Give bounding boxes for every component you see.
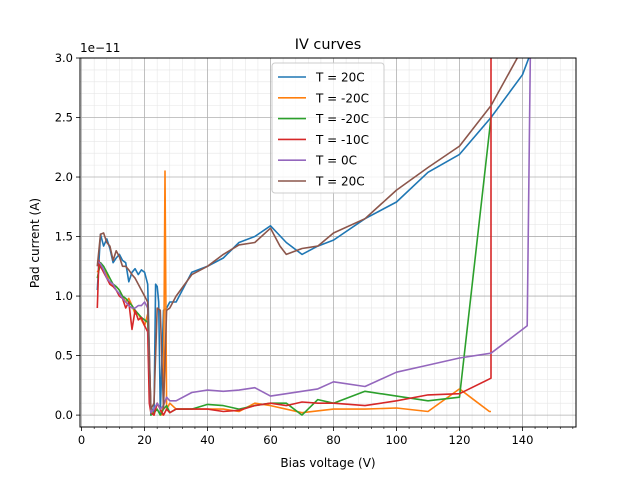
- series-line-t-20c-2: [96, 117, 492, 416]
- series-line-t20c-0: [96, 58, 530, 416]
- x-tick-label: 140: [511, 433, 533, 447]
- legend-entry-label: T = 20C: [315, 71, 365, 85]
- x-tick-label: 20: [137, 433, 152, 447]
- y-axis-offset-label: 1e−11: [80, 41, 120, 55]
- series-layer: [96, 58, 532, 416]
- y-tick-label: 1.5: [55, 230, 73, 244]
- y-axis-ticks: 0.0 0.5 1.0 1.5 2.0 2.5 3.0: [55, 51, 80, 422]
- y-tick-label: 1.0: [55, 289, 73, 303]
- series-line-t20c-5: [96, 58, 519, 410]
- legend: T = 20C T = -20C T = -20C T = -10C T = 0C T =…: [271, 62, 385, 194]
- legend-entry-label: T = -20C: [315, 112, 369, 126]
- legend-entry-label: T = -20C: [315, 91, 369, 105]
- chart-title: IV curves: [295, 37, 361, 53]
- legend-entry-label: T = 0C: [315, 154, 357, 168]
- legend-entry-label: T = -10C: [315, 133, 369, 147]
- x-tick-label: 120: [449, 433, 471, 447]
- x-axis-ticks: 0 20 40 60 80 100 120 140: [78, 427, 574, 447]
- x-axis-label: Bias voltage (V): [280, 456, 375, 470]
- y-tick-label: 2.5: [55, 111, 73, 125]
- x-tick-label: 100: [386, 433, 408, 447]
- x-tick-label: 0: [78, 433, 85, 447]
- plot-frame: [79, 57, 577, 428]
- y-tick-label: 2.0: [55, 170, 73, 184]
- x-tick-label: 80: [326, 433, 341, 447]
- legend-entry-label: T = 20C: [315, 175, 365, 189]
- x-tick-label: 40: [200, 433, 215, 447]
- x-tick-label: 60: [263, 433, 278, 447]
- y-tick-label: 0.5: [55, 349, 73, 363]
- y-tick-label: 3.0: [55, 51, 73, 65]
- y-tick-label: 0.0: [55, 408, 73, 422]
- y-axis-label: Pad current (A): [28, 198, 42, 288]
